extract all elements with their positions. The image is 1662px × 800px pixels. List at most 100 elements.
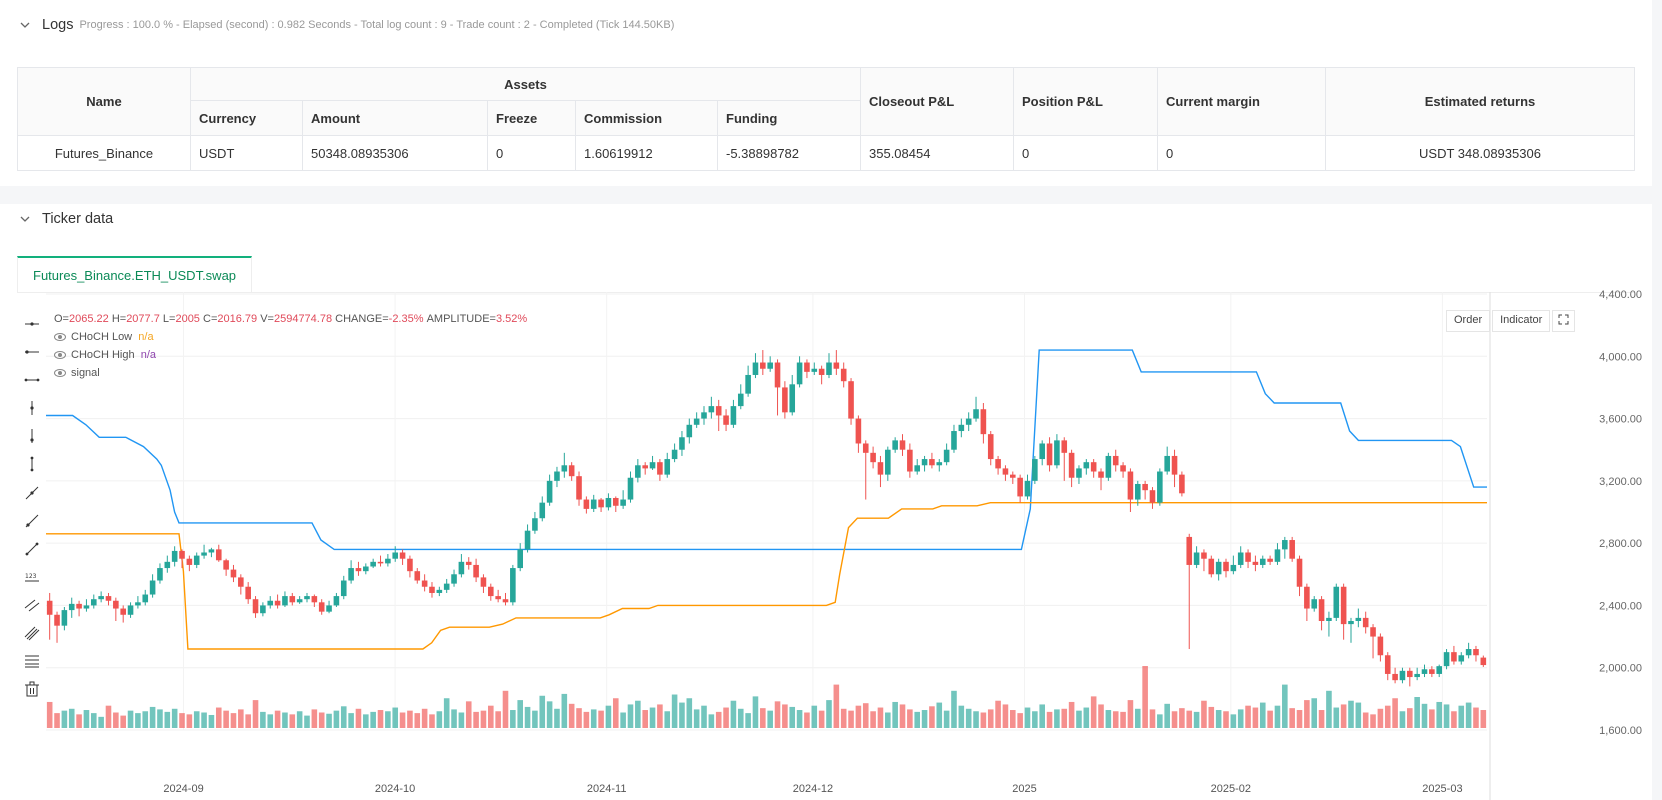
- th-name: Name: [17, 67, 191, 136]
- fibonacci-icon[interactable]: [22, 651, 42, 671]
- extended-line-icon[interactable]: [22, 370, 42, 390]
- volume-bar: [826, 700, 832, 728]
- y-tick-label: 2,400.00: [1599, 600, 1642, 612]
- candle-body: [568, 465, 575, 477]
- volume-bar: [1259, 702, 1266, 728]
- eye-icon[interactable]: [54, 333, 66, 341]
- legend-choch-low[interactable]: CHoCH Low n/a: [54, 328, 527, 346]
- chevron-down-icon[interactable]: [18, 212, 32, 226]
- volume-bar: [252, 700, 259, 728]
- candle-body: [693, 418, 700, 425]
- volume-bar: [1421, 703, 1428, 728]
- volume-bar: [1039, 704, 1045, 728]
- candle-body: [1046, 443, 1053, 466]
- legend-value: n/a: [140, 349, 156, 361]
- price-label-icon[interactable]: 123: [22, 567, 42, 587]
- candle-body: [113, 600, 119, 609]
- candle-body: [510, 568, 516, 603]
- volume-bar: [421, 708, 428, 728]
- volume-bar: [274, 710, 281, 728]
- candlestick-chart[interactable]: 4,400.00 4,000.00 3,600.00 3,200.00 2,800.00…: [0, 204, 1652, 800]
- x-tick-label: 2025-02: [1211, 783, 1251, 795]
- parallel-channel-icon[interactable]: [22, 595, 42, 615]
- volume-bar: [796, 710, 803, 728]
- volume-bar: [348, 713, 354, 728]
- trend-line-icon[interactable]: [22, 483, 42, 503]
- candle-body: [1392, 673, 1398, 681]
- candle-body: [120, 608, 126, 615]
- volume-bar: [848, 710, 854, 728]
- candle-body: [524, 530, 531, 550]
- segment-line-icon[interactable]: [22, 539, 42, 559]
- volume-bar: [230, 713, 237, 728]
- volume-bar: [1296, 710, 1303, 728]
- candle-body: [627, 477, 634, 500]
- fullscreen-icon[interactable]: [1552, 310, 1576, 332]
- th-amount: Amount: [302, 100, 488, 136]
- candle-body: [1179, 474, 1185, 494]
- candle-body: [1024, 480, 1031, 497]
- volume-bar: [186, 714, 193, 728]
- volume-bar: [635, 700, 641, 728]
- volume-bar: [392, 707, 399, 728]
- volume-bar: [488, 705, 494, 728]
- eye-icon[interactable]: [54, 351, 66, 359]
- pitchfork-icon[interactable]: [22, 623, 42, 643]
- candle-body: [1311, 599, 1318, 609]
- volume-bar: [83, 710, 90, 728]
- candle-body: [965, 418, 972, 425]
- ticker-header[interactable]: Ticker data: [18, 211, 113, 227]
- volume-bar: [120, 715, 126, 728]
- low-value: 2005: [175, 313, 200, 325]
- volume-bar: [1090, 696, 1097, 728]
- volume-bar: [649, 707, 656, 728]
- candle-body: [105, 596, 112, 601]
- amplitude-label: AMPLITUDE=: [426, 313, 496, 325]
- table-row: Futures_Binance USDT 50348.08935306 0 1.…: [17, 135, 1635, 171]
- volume-bar: [385, 711, 391, 728]
- candle-body: [340, 580, 347, 597]
- candle-body: [929, 459, 935, 466]
- logs-header[interactable]: Logs Progress : 100.0 % - Elapsed (secon…: [18, 17, 674, 33]
- candle-body: [1112, 455, 1119, 466]
- volume-bar: [223, 710, 229, 728]
- legend-choch-high[interactable]: CHoCH High n/a: [54, 346, 527, 364]
- order-button[interactable]: Order: [1446, 310, 1491, 332]
- eye-icon[interactable]: [54, 369, 66, 377]
- candle-body: [539, 502, 546, 519]
- y-tick-label: 4,000.00: [1599, 351, 1642, 363]
- candle-body: [480, 577, 487, 587]
- candle-body: [752, 362, 759, 375]
- change-label: CHANGE=: [335, 313, 389, 325]
- legend-signal[interactable]: signal: [54, 364, 527, 382]
- vertical-segment-icon[interactable]: [22, 454, 42, 474]
- vertical-ray-icon[interactable]: [22, 426, 42, 446]
- volume-bar: [1458, 705, 1465, 728]
- ray-line-icon[interactable]: [22, 511, 42, 531]
- horizontal-line-icon[interactable]: [22, 342, 42, 362]
- vertical-line-icon[interactable]: [22, 398, 42, 418]
- candle-body: [1061, 440, 1068, 453]
- candle-body: [451, 574, 457, 584]
- candle-body: [142, 594, 149, 603]
- chevron-down-icon[interactable]: [18, 18, 32, 32]
- volume-bar: [1304, 700, 1310, 728]
- candle-body: [980, 409, 987, 435]
- legend-label: CHoCH High: [71, 349, 135, 361]
- cell-name: Futures_Binance: [17, 135, 191, 171]
- horizontal-ray-icon[interactable]: [22, 314, 42, 334]
- volume-bar: [267, 714, 274, 728]
- candle-body: [943, 449, 950, 463]
- volume-bar: [1237, 709, 1244, 728]
- volume-bar: [1105, 710, 1112, 728]
- volume-bar: [1252, 707, 1259, 728]
- volume-bar: [502, 690, 509, 728]
- ohlc-readout: O= 2065.22 H= 2077.7 L= 2005 C= 2016.79 V= 25…: [54, 310, 527, 328]
- trash-icon[interactable]: [22, 679, 42, 699]
- x-tick-label: 2024-09: [163, 783, 203, 795]
- tab-eth-usdt-swap[interactable]: Futures_Binance.ETH_USDT.swap: [17, 256, 253, 293]
- candle-body: [1142, 483, 1148, 491]
- volume-bar: [1120, 711, 1126, 728]
- indicator-button[interactable]: Indicator: [1492, 310, 1551, 332]
- candle-body: [1186, 536, 1193, 565]
